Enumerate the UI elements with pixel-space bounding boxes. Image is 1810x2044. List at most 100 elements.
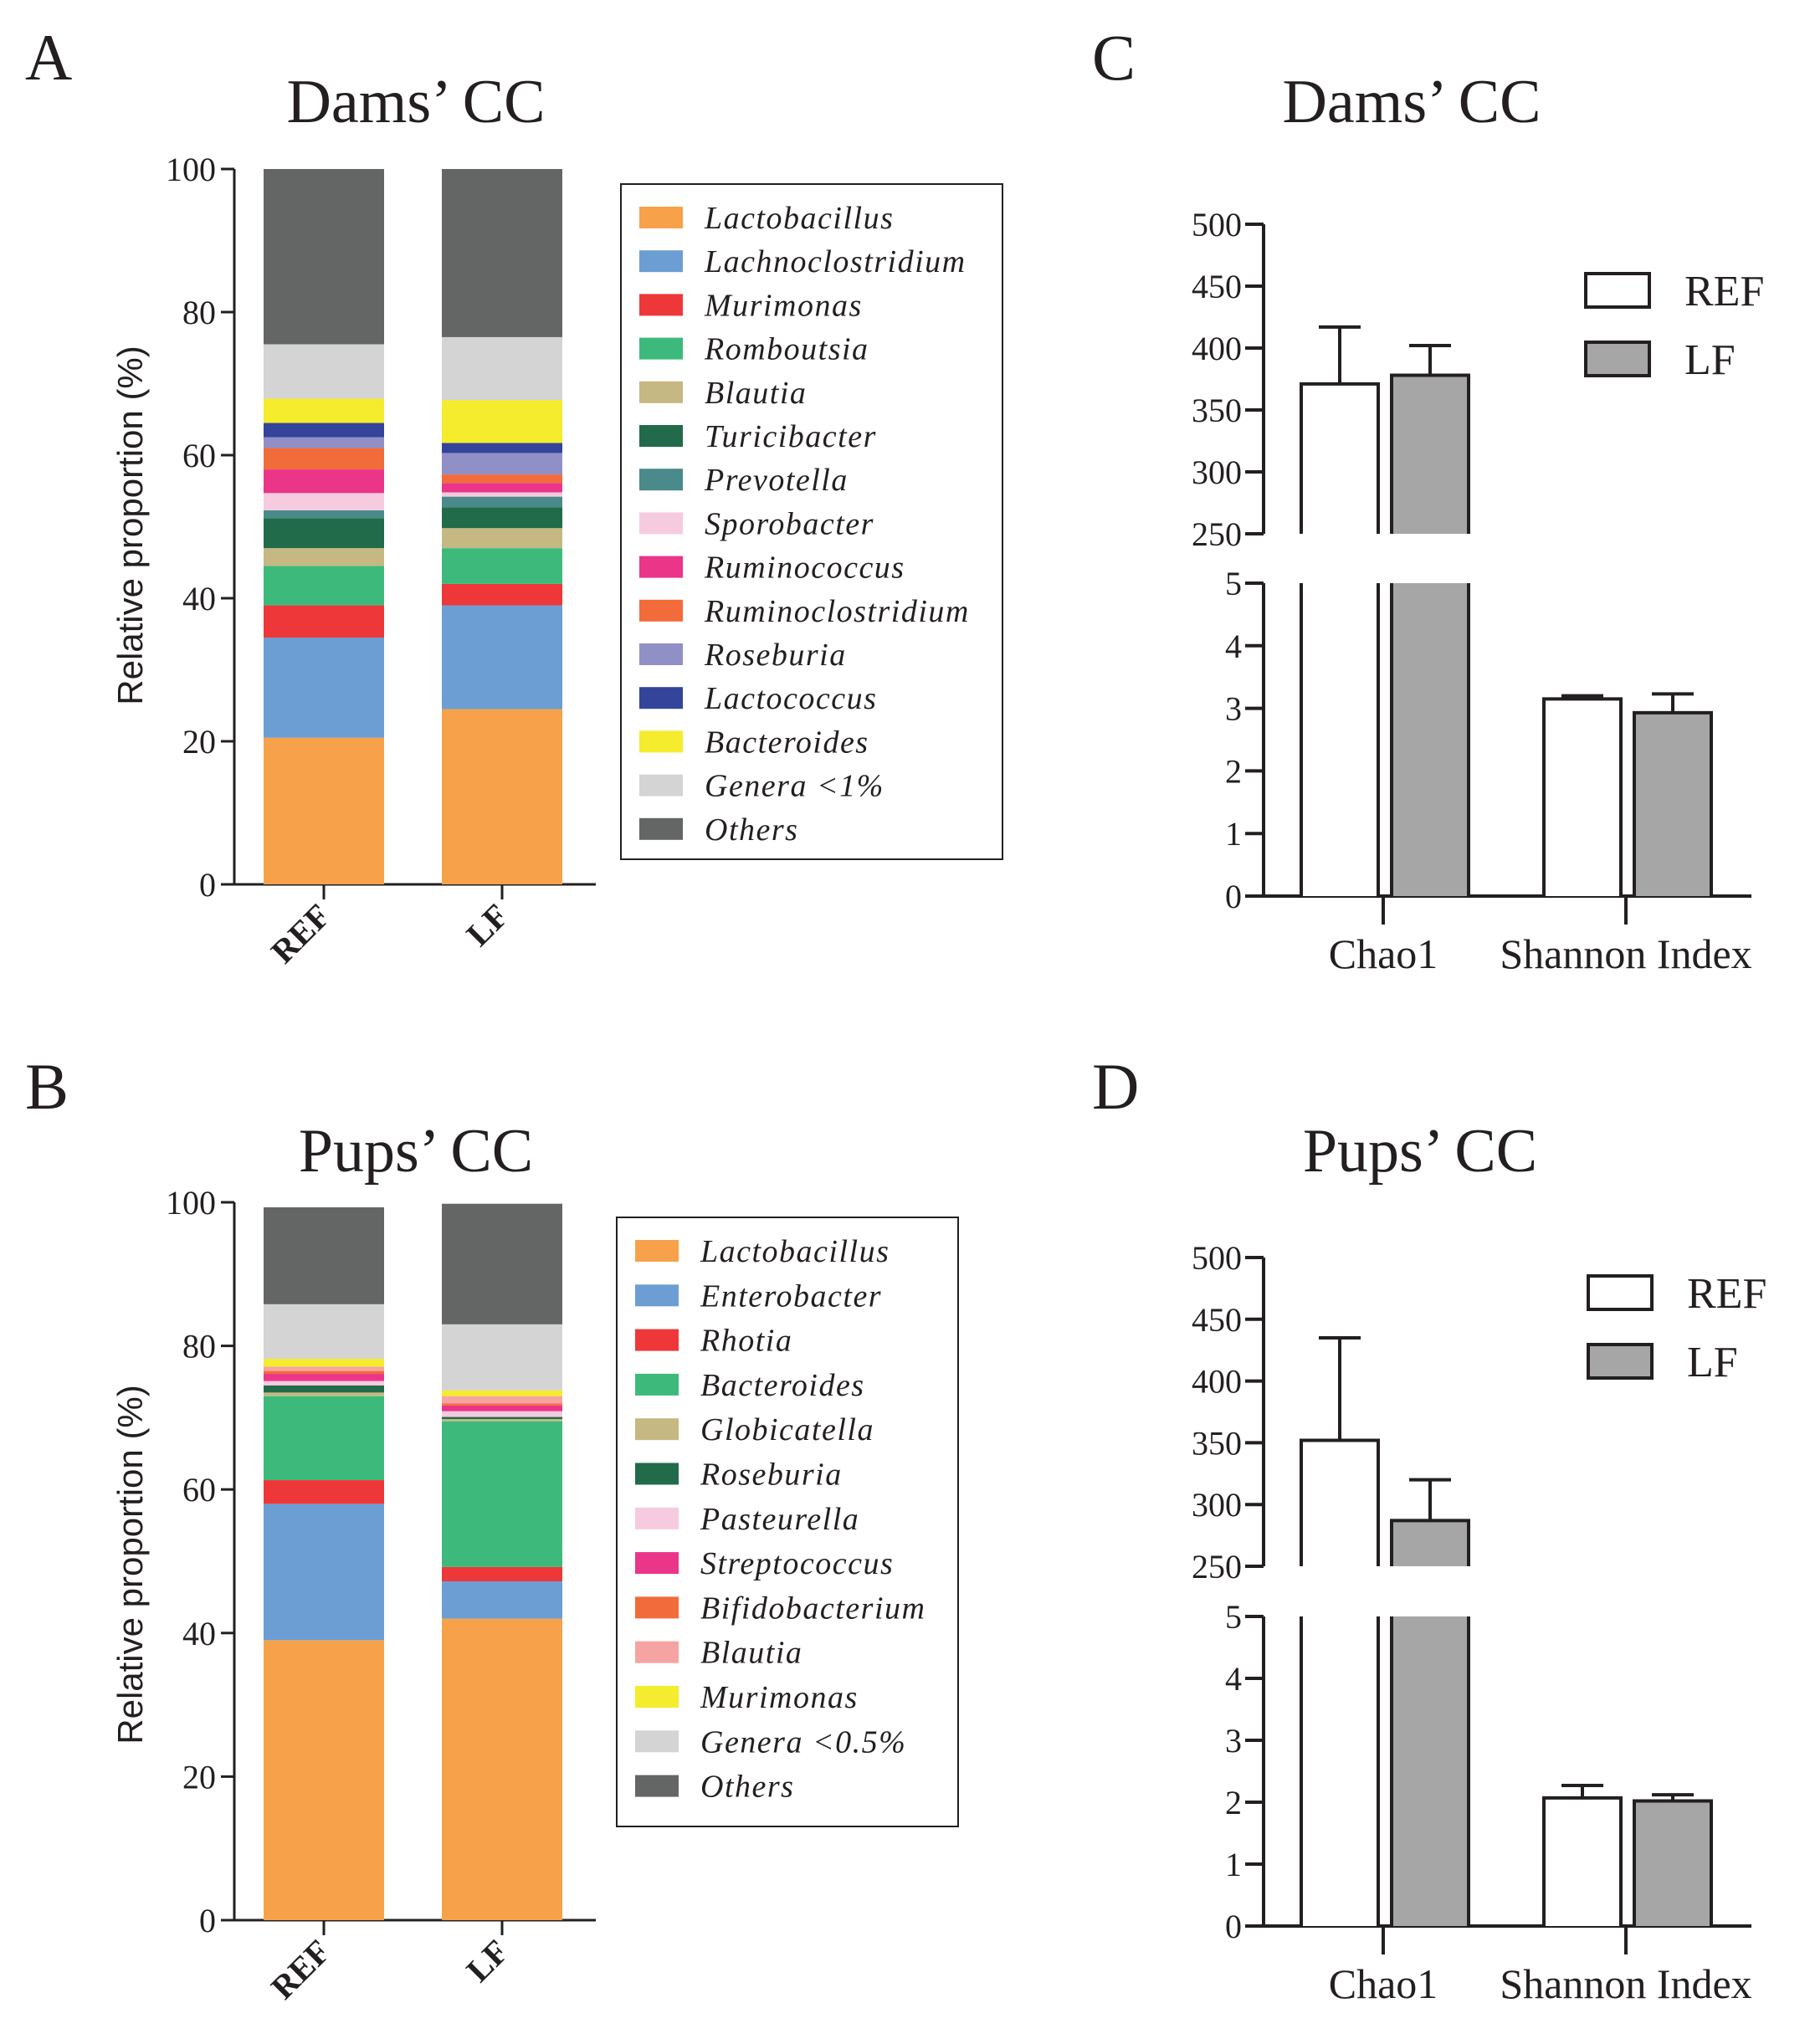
a-legend-label: Lactobacillus xyxy=(704,201,894,236)
a-legend-label: Blautia xyxy=(705,376,807,411)
a-bar-segment-ref-11 xyxy=(264,423,384,438)
a-legend-swatch xyxy=(639,207,683,228)
c-legend-swatch-ref xyxy=(1584,272,1651,309)
a-bar-segment-ref-6 xyxy=(264,510,384,519)
c-bar-ref-0-upper xyxy=(1301,383,1378,534)
d-lower-tick-label: 2 xyxy=(1225,1784,1242,1821)
a-y-tick-label: 40 xyxy=(182,580,216,617)
b-bar-segment-ref-8 xyxy=(264,1370,384,1375)
b-bar-segment-lf-8 xyxy=(442,1403,562,1406)
d-lower-tick-label: 1 xyxy=(1225,1846,1242,1883)
a-bar-segment-ref-1 xyxy=(264,638,384,738)
d-legend-label-ref: REF xyxy=(1687,1270,1766,1318)
b-legend-label: Rhotia xyxy=(700,1324,792,1359)
a-legend-swatch xyxy=(639,337,683,360)
panel-label-a: A xyxy=(25,21,72,94)
a-legend-swatch xyxy=(639,730,683,753)
b-bar-segment-ref-1 xyxy=(264,1504,384,1641)
b-bar-segment-ref-3 xyxy=(264,1396,384,1481)
c-upper-tick-label: 250 xyxy=(1192,515,1242,553)
a-legend-swatch xyxy=(639,512,683,535)
a-legend-label: Murimonas xyxy=(704,288,863,323)
b-y-tick-label: 0 xyxy=(199,1902,216,1939)
d-upper-tick-label: 350 xyxy=(1192,1424,1242,1462)
a-bar-segment-ref-9 xyxy=(264,448,384,470)
b-bar-segment-lf-10 xyxy=(442,1390,562,1396)
a-legend-swatch xyxy=(639,556,683,578)
a-bar-segment-lf-13 xyxy=(442,336,562,401)
a-legend-box xyxy=(620,183,1003,860)
b-bar-segment-lf-11 xyxy=(442,1324,562,1391)
b-legend-label: Blautia xyxy=(700,1636,802,1671)
b-legend-swatch xyxy=(635,1373,679,1396)
c-x-tick-label: Shannon Index xyxy=(1500,930,1751,977)
b-legend-swatch xyxy=(635,1463,679,1485)
y-axis-label-a: Relative proportion (%) xyxy=(110,346,150,705)
b-legend-label: Pasteurella xyxy=(700,1502,859,1537)
chart-title-c: Dams’ CC xyxy=(1282,68,1541,136)
b-legend-swatch xyxy=(635,1775,679,1797)
a-y-tick-label: 20 xyxy=(182,723,216,761)
c-upper-tick-label: 350 xyxy=(1192,392,1242,429)
panel-label-d: D xyxy=(1092,1050,1139,1123)
c-upper-tick-label: 400 xyxy=(1192,330,1242,367)
b-bar-segment-ref-11 xyxy=(264,1304,384,1360)
c-legend-label-lf: LF xyxy=(1684,336,1736,384)
c-lower-tick-label: 5 xyxy=(1225,565,1242,602)
c-bar-lf-0-upper xyxy=(1392,375,1469,534)
d-lower-tick-label: 4 xyxy=(1225,1660,1242,1698)
b-bar-segment-ref-5 xyxy=(264,1385,384,1393)
b-y-tick-label: 20 xyxy=(182,1758,216,1796)
b-bar-segment-ref-6 xyxy=(264,1381,384,1386)
d-upper-tick-label: 450 xyxy=(1192,1301,1242,1339)
d-x-tick-label: Chao1 xyxy=(1329,1960,1438,2007)
b-bar-segment-ref-0 xyxy=(264,1640,384,1920)
a-bar-segment-lf-2 xyxy=(442,583,562,606)
a-bar-segment-ref-10 xyxy=(264,437,384,448)
a-legend-label: Bacteroides xyxy=(705,725,869,760)
b-y-tick-label: 100 xyxy=(166,1184,216,1222)
a-bar-segment-lf-8 xyxy=(442,483,562,493)
c-lower-tick-label: 3 xyxy=(1225,690,1242,728)
d-bar-ref-0-upper xyxy=(1301,1440,1378,1566)
d-bar-lf-1 xyxy=(1634,1801,1711,1926)
d-upper-tick-label: 250 xyxy=(1192,1548,1242,1586)
b-bar-segment-ref-2 xyxy=(264,1480,384,1504)
a-bar-segment-lf-1 xyxy=(442,605,562,710)
b-legend-label: Enterobacter xyxy=(700,1278,882,1314)
b-legend-swatch xyxy=(635,1596,679,1619)
b-y-tick-label: 40 xyxy=(182,1615,216,1652)
d-bar-lf-0-lower xyxy=(1392,1616,1469,1926)
c-upper-tick-label: 500 xyxy=(1192,206,1242,243)
d-x-tick-label: Shannon Index xyxy=(1500,1960,1751,2007)
d-legend-swatch-lf xyxy=(1587,1343,1654,1380)
b-legend-swatch xyxy=(635,1686,679,1708)
a-legend-label: Others xyxy=(705,812,798,848)
b-x-tick-label: LF xyxy=(459,1933,515,1990)
a-y-tick-label: 100 xyxy=(166,151,216,188)
b-legend-label: Others xyxy=(700,1770,794,1805)
c-upper-tick-label: 300 xyxy=(1192,453,1242,491)
a-bar-segment-ref-2 xyxy=(264,605,384,638)
c-lower-tick-label: 0 xyxy=(1225,878,1242,915)
c-lower-tick-label: 4 xyxy=(1225,628,1242,665)
d-bar-lf-0-upper xyxy=(1392,1520,1469,1566)
a-legend-swatch xyxy=(639,381,683,403)
c-bar-lf-0-lower xyxy=(1392,583,1469,896)
b-legend-swatch xyxy=(635,1418,679,1441)
d-legend-label-lf: LF xyxy=(1687,1339,1738,1386)
a-bar-segment-lf-9 xyxy=(442,474,562,484)
d-upper-tick-label: 400 xyxy=(1192,1363,1242,1401)
a-bar-segment-lf-10 xyxy=(442,453,562,475)
b-y-tick-label: 80 xyxy=(182,1328,216,1365)
a-bar-segment-ref-12 xyxy=(264,398,384,423)
c-bar-ref-1 xyxy=(1544,699,1621,896)
a-legend-label: Lactococcus xyxy=(704,681,877,716)
a-bar-segment-lf-6 xyxy=(442,496,562,508)
b-bar-segment-ref-12 xyxy=(264,1207,384,1304)
a-legend-label: Ruminococcus xyxy=(704,551,905,586)
b-legend-label: Bacteroides xyxy=(700,1368,865,1403)
chart-title-a: Dams’ CC xyxy=(286,68,545,136)
d-lower-tick-label: 5 xyxy=(1225,1598,1242,1636)
